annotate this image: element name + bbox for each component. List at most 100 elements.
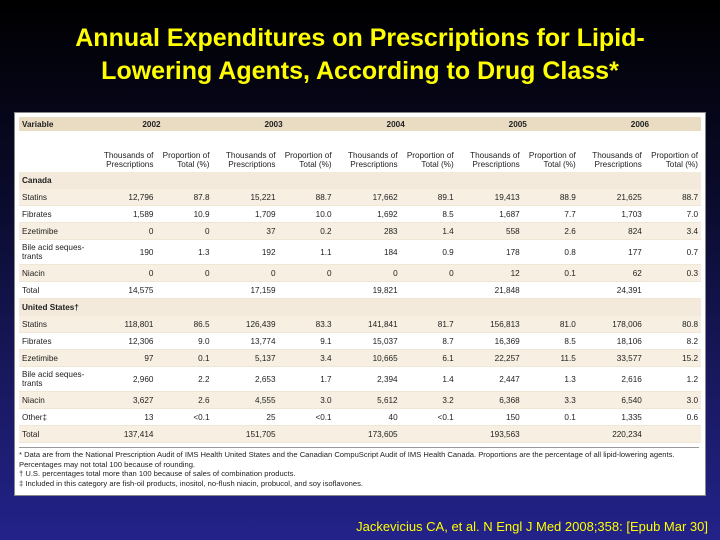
thousands-cell: 37 — [212, 222, 279, 240]
proportion-cell: 0.9 — [400, 239, 457, 265]
proportion-cell: 88.9 — [522, 189, 579, 206]
thousands-cell: 118,801 — [90, 316, 157, 333]
section-header-us: United States† — [19, 298, 701, 316]
proportion-cell: 1.1 — [278, 239, 335, 265]
thousands-cell: 173,605 — [334, 425, 401, 443]
thousands-cell: 10,665 — [334, 349, 401, 367]
thousands-cell: 14,575 — [90, 281, 157, 299]
proportion-cell — [522, 281, 579, 299]
table-row: Niacin 3,627 2.6 4,555 3.0 5,612 3.2 6,368 3.3 6,… — [19, 391, 701, 409]
proportion-cell: 7.0 — [644, 205, 701, 223]
table-row: Ezetimibe 0 0 37 0.2 283 1.4 558 2.6 824 3.4 — [19, 222, 701, 240]
proportion-cell: 87.8 — [156, 189, 213, 206]
thousands-cell: 141,841 — [334, 316, 401, 333]
year-header: 2002 — [90, 117, 213, 131]
row-label: Niacin — [19, 391, 91, 409]
proportion-cell — [278, 425, 335, 443]
thousands-cell: 97 — [90, 349, 157, 367]
thousands-cell: 2,447 — [456, 366, 523, 392]
proportion-cell: 9.1 — [278, 332, 335, 350]
thousands-subheader: Thousands of Prescriptions — [334, 131, 401, 172]
variable-header: Variable — [19, 117, 91, 131]
row-label: Bile acid seques-trants — [19, 366, 91, 392]
thousands-cell: 2,616 — [578, 366, 645, 392]
proportion-cell: 86.5 — [156, 316, 213, 333]
thousands-cell: 21,848 — [456, 281, 523, 299]
expenditures-table: Variable 2002 2003 2004 2005 2006 Thousa… — [19, 117, 701, 443]
thousands-cell: 15,037 — [334, 332, 401, 350]
footnotes: * Data are from the National Prescriptio… — [19, 447, 699, 488]
thousands-cell: 0 — [212, 264, 279, 282]
thousands-cell: 21,625 — [578, 189, 645, 206]
proportion-cell: 0.1 — [156, 349, 213, 367]
thousands-cell: 184 — [334, 239, 401, 265]
table-row: Total 14,575 17,159 19,821 21,848 24,391 — [19, 281, 701, 299]
proportion-cell: <0.1 — [156, 408, 213, 426]
row-label: Total — [19, 281, 91, 299]
citation: Jackevicius CA, et al. N Engl J Med 2008… — [356, 519, 708, 534]
row-label: Fibrates — [19, 205, 91, 223]
row-label: Ezetimibe — [19, 222, 91, 240]
row-label: Statins — [19, 189, 91, 206]
thousands-cell: 220,234 — [578, 425, 645, 443]
proportion-cell: 8.5 — [400, 205, 457, 223]
proportion-cell — [156, 281, 213, 299]
footnote: ‡ Included in this category are fish-oil… — [19, 478, 364, 488]
proportion-cell: 83.3 — [278, 316, 335, 333]
thousands-cell: 12 — [456, 264, 523, 282]
table-panel: Variable 2002 2003 2004 2005 2006 Thousa… — [14, 112, 706, 496]
proportion-cell — [278, 281, 335, 299]
proportion-cell: 0.6 — [644, 408, 701, 426]
proportion-cell: 81.0 — [522, 316, 579, 333]
thousands-cell: 2,394 — [334, 366, 401, 392]
thousands-cell: 1,687 — [456, 205, 523, 223]
proportion-cell: 0.1 — [522, 264, 579, 282]
thousands-subheader: Thousands of Prescriptions — [212, 131, 279, 172]
thousands-cell: 558 — [456, 222, 523, 240]
proportion-cell: 1.2 — [644, 366, 701, 392]
proportion-cell: 89.1 — [400, 189, 457, 206]
subheader-row: Thousands of Prescriptions Proportion of … — [19, 131, 701, 172]
footnote: * Data are from the National Prescriptio… — [19, 450, 675, 469]
year-header: 2006 — [578, 117, 701, 131]
proportion-cell: 10.0 — [278, 205, 335, 223]
thousands-cell: 824 — [578, 222, 645, 240]
proportion-cell: 0.8 — [522, 239, 579, 265]
proportion-cell: 9.0 — [156, 332, 213, 350]
thousands-cell: 1,335 — [578, 408, 645, 426]
thousands-cell: 13,774 — [212, 332, 279, 350]
proportion-cell: 1.3 — [522, 366, 579, 392]
thousands-cell: 62 — [578, 264, 645, 282]
proportion-cell: 0.1 — [522, 408, 579, 426]
proportion-cell: 10.9 — [156, 205, 213, 223]
thousands-cell: 13 — [90, 408, 157, 426]
proportion-cell: 0.7 — [644, 239, 701, 265]
thousands-cell: 283 — [334, 222, 401, 240]
table-row: Statins 12,796 87.8 15,221 88.7 17,662 89.1 19,… — [19, 189, 701, 206]
proportion-cell: 8.2 — [644, 332, 701, 350]
thousands-cell: 1,709 — [212, 205, 279, 223]
year-header: 2005 — [456, 117, 579, 131]
thousands-subheader: Thousands of Prescriptions — [90, 131, 157, 172]
proportion-cell: 80.8 — [644, 316, 701, 333]
thousands-cell: 1,692 — [334, 205, 401, 223]
thousands-cell: 178,006 — [578, 316, 645, 333]
proportion-cell: 11.5 — [522, 349, 579, 367]
row-label: Fibrates — [19, 332, 91, 350]
section-header-canada: Canada — [19, 172, 701, 189]
table-row: Other‡ 13 <0.1 25 <0.1 40 <0.1 150 0.1 1,335 0.6 — [19, 408, 701, 426]
subheader-blank — [19, 131, 91, 172]
thousands-cell: 137,414 — [90, 425, 157, 443]
proportion-cell: 8.7 — [400, 332, 457, 350]
proportion-cell: 1.4 — [400, 222, 457, 240]
thousands-cell: 12,796 — [90, 189, 157, 206]
row-label: Bile acid seques-trants — [19, 239, 91, 265]
proportion-cell: 88.7 — [644, 189, 701, 206]
thousands-cell: 6,368 — [456, 391, 523, 409]
thousands-cell: 5,137 — [212, 349, 279, 367]
thousands-cell: 156,813 — [456, 316, 523, 333]
table-row: Fibrates 12,306 9.0 13,774 9.1 15,037 8.7 16,36… — [19, 332, 701, 350]
proportion-cell: 2.6 — [522, 222, 579, 240]
proportion-cell: 8.5 — [522, 332, 579, 350]
proportion-cell — [400, 425, 457, 443]
